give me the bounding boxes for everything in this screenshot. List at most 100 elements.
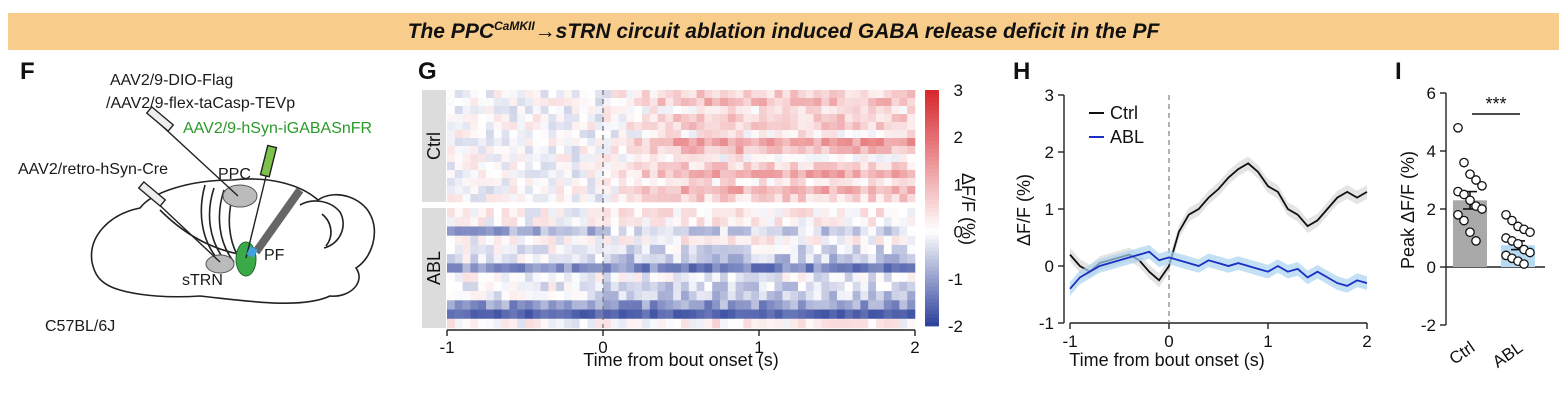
- heatmap-cell: [876, 130, 885, 139]
- heatmap-cell: [720, 186, 729, 195]
- heatmap-cell: [610, 208, 619, 218]
- heatmap-cell: [766, 263, 775, 273]
- heatmap-cell: [634, 114, 643, 123]
- heatmap-cell: [634, 146, 643, 155]
- heatmap-cell: [774, 281, 783, 292]
- heatmap-cell: [517, 244, 526, 255]
- heatmap-cell: [564, 254, 573, 264]
- heatmap-cell: [751, 194, 760, 203]
- heatmap-cell: [517, 194, 526, 203]
- heatmap-cell: [447, 154, 456, 163]
- heatmap-cell: [603, 235, 612, 246]
- colorbar-segment: [925, 129, 939, 134]
- heatmap-cell: [657, 291, 666, 301]
- heatmap-cell: [735, 309, 744, 320]
- heatmap-cell: [876, 122, 885, 131]
- heatmap-cell: [837, 300, 846, 310]
- heatmap-cell: [626, 226, 635, 236]
- heatmap-cell: [720, 226, 729, 236]
- heatmap-cell: [447, 244, 456, 255]
- heatmap-cell: [478, 235, 487, 246]
- heatmap-cell: [782, 170, 791, 179]
- heatmap-cell: [743, 244, 752, 255]
- heatmap-cell: [743, 263, 752, 273]
- heatmap-cell: [478, 194, 487, 203]
- heatmap-cell: [696, 138, 705, 147]
- heatmap-cell: [821, 300, 830, 310]
- heatmap-cell: [610, 281, 619, 292]
- heatmap-cell: [681, 146, 690, 155]
- heatmap-cell: [868, 300, 877, 310]
- heatmap-cell: [688, 154, 697, 163]
- heatmap-cell: [673, 281, 682, 292]
- heatmap-cell: [813, 281, 822, 292]
- heatmap-cell: [470, 114, 479, 123]
- heatmap-cell: [798, 309, 807, 320]
- heatmap-cell: [868, 318, 877, 329]
- heatmap-cell: [509, 178, 518, 187]
- heatmap-cell: [548, 235, 557, 246]
- heatmap-cell: [501, 217, 510, 227]
- heatmap-cell: [478, 244, 487, 255]
- heatmap-cell: [860, 130, 869, 139]
- heatmap-cell: [751, 162, 760, 171]
- heatmap-cell: [774, 226, 783, 236]
- heatmap-cell: [618, 170, 627, 179]
- heatmap-cell: [626, 235, 635, 246]
- heatmap-cell: [470, 90, 479, 99]
- heatmap-cell: [579, 309, 588, 320]
- heatmap-cell: [844, 281, 853, 292]
- heatmap-cell: [766, 170, 775, 179]
- colorbar-segment: [925, 306, 939, 311]
- bar-y-label: Peak ΔF/F (%): [1398, 151, 1418, 269]
- heatmap-cell: [860, 300, 869, 310]
- heatmap-cell: [790, 318, 799, 329]
- heatmap-cell: [579, 146, 588, 155]
- data-point-abl: [1519, 259, 1529, 269]
- heatmap-cell: [603, 170, 612, 179]
- heatmap-cell: [798, 106, 807, 115]
- heatmap-cell: [525, 194, 534, 203]
- heatmap-cell: [556, 162, 565, 171]
- heatmap-cell: [681, 226, 690, 236]
- heatmap-cell: [821, 281, 830, 292]
- heatmap-cell: [665, 130, 674, 139]
- heatmap-cell: [751, 98, 760, 107]
- heatmap-cell: [493, 254, 502, 264]
- heatmap-cell: [525, 90, 534, 99]
- heatmap-cell: [821, 114, 830, 123]
- heatmap-cell: [525, 138, 534, 147]
- heatmap-cell: [501, 122, 510, 131]
- heatmap-cell: [891, 309, 900, 320]
- heatmap-cell: [595, 114, 604, 123]
- heatmap-cell: [712, 130, 721, 139]
- heatmap-cell: [587, 178, 596, 187]
- heatmap-cell: [486, 291, 495, 301]
- heatmap-cell: [548, 226, 557, 236]
- heatmap-cell: [673, 254, 682, 264]
- heatmap-cell: [821, 138, 830, 147]
- heatmap-cell: [665, 272, 674, 283]
- heatmap-cell: [688, 300, 697, 310]
- heatmap-cell: [782, 263, 791, 273]
- heatmap-cell: [876, 217, 885, 227]
- heatmap-cell: [642, 309, 651, 320]
- heatmap-cell: [876, 263, 885, 273]
- heatmap-cell: [525, 291, 534, 301]
- heatmap-cell: [735, 235, 744, 246]
- heatmap-cell: [454, 98, 463, 107]
- heatmap-cell: [883, 318, 892, 329]
- heatmap-cell: [790, 194, 799, 203]
- heatmap-cell: [548, 208, 557, 218]
- heatmap-cell: [696, 217, 705, 227]
- heatmap-cell: [735, 106, 744, 115]
- heatmap-cell: [642, 235, 651, 246]
- data-point-abl: [1513, 238, 1523, 249]
- heatmap-cell: [704, 130, 713, 139]
- heatmap-cell: [642, 300, 651, 310]
- heatmap-cell: [720, 300, 729, 310]
- heatmap-cell: [587, 217, 596, 227]
- heatmap-cell: [634, 90, 643, 99]
- heatmap-cell: [532, 178, 541, 187]
- heatmap-cell: [735, 122, 744, 131]
